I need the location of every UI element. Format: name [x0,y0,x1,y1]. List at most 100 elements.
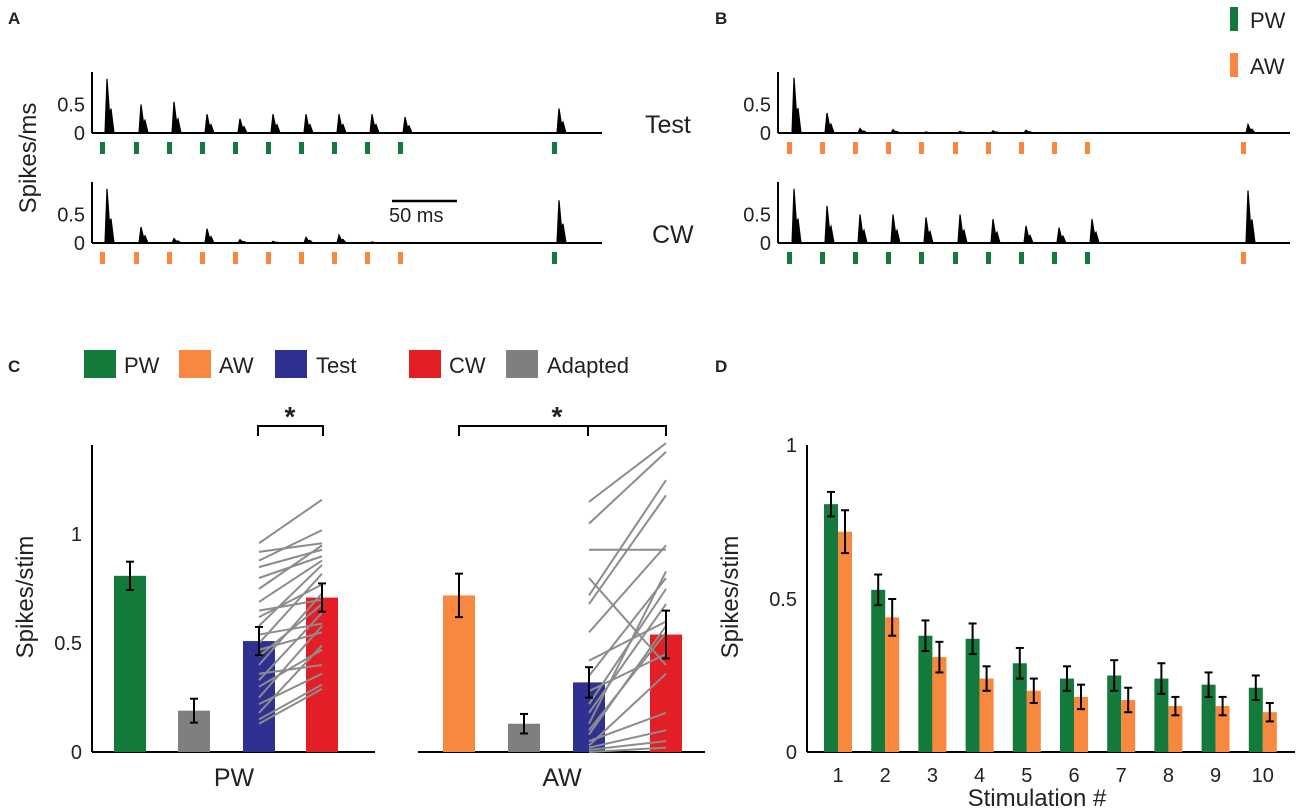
panel-a-psth: 0.500.50 [57,72,602,264]
panel-a-peak [402,241,413,244]
panel-d-error-bar [1110,659,1119,692]
panel-c-aw-group-label: AW [542,764,582,792]
panel-d-xtick-4: 4 [974,765,985,787]
panel-a-cw-label: CW [652,221,694,249]
panel-c-ytick-2: 1 [71,524,82,546]
panel-a-peak [171,101,182,134]
legend-c-adapted-swatch [506,350,538,378]
panel-a-stim-marker [299,142,304,154]
panel-d-error-bar [921,619,930,653]
panel-c-pair-line [258,498,323,545]
panel-d-xtick-7: 7 [1116,765,1127,787]
legend-pw-label: PW [1250,8,1286,33]
panel-a-stim-marker [134,142,139,154]
panel-b-stim-marker [1019,252,1024,264]
panel-b-stim-marker [1241,252,1246,264]
panel-b-peak [990,218,1001,244]
panel-c-letter: C [8,357,20,376]
panel-a-stim-marker [134,252,139,264]
panel-d-bar-pw-9 [1201,684,1216,752]
panel-a-stim-marker [266,142,271,154]
panel-c-pair-line [258,672,323,706]
panel-d-bar-pw-4 [965,638,980,752]
panel-d-bar-pw-6 [1060,678,1074,752]
panel-b-trace-2: 0.50 [743,182,1290,264]
legend-c-test-swatch [275,350,307,378]
panel-b-trace-1: 0.50 [743,72,1290,154]
panel-a-peak [237,118,248,134]
legend-aw-swatch [1230,53,1238,77]
panel-d-xtick-8: 8 [1163,765,1174,787]
panel-c-pair-line [258,559,323,603]
panel-a-stim-marker [167,142,172,154]
legend-c-aw-swatch [179,350,211,378]
panel-a-y-axis-title: Spikes/ms [15,103,42,214]
panel-c-aw-sig-bracket [458,425,667,436]
panel-b-stim-marker [986,142,991,154]
panel-b-stim-marker [886,142,891,154]
panel-b-stim-marker [919,252,924,264]
panel-a-ytick-0-2: 0 [74,233,85,255]
panel-c-error-bar [255,625,263,657]
panel-a-peak [204,114,215,134]
panel-d-ytick-1: 0.5 [769,589,797,611]
panel-c-pair-line [258,683,323,721]
panel-b-stim-marker [1085,142,1090,154]
panel-b-stim-marker [787,252,792,264]
panel-c-error-bar [455,572,463,619]
legend-c-cw-label: CW [449,353,486,378]
panel-d-xtick-6: 6 [1068,765,1079,787]
panel-d-error-bar [827,490,835,518]
panel-b-peak [923,217,934,244]
panel-a-ytick-05-1: 0.5 [57,95,85,117]
panel-d-xtick-9: 9 [1210,765,1221,787]
panel-a-peak [171,237,182,244]
panel-d-error-bar [841,509,849,555]
panel-c-legend: PW AW Test CW Adapted [84,350,629,378]
panel-d-error-bar [982,665,991,692]
panel-c-pair-line [588,479,667,596]
panel-c-pair-line [258,529,323,562]
panel-b-stim-marker [787,142,792,154]
panel-b-stim-marker [886,252,891,264]
panel-b-ytick-0-2: 0 [760,233,771,255]
panel-b-stim-marker [1052,252,1057,264]
panel-b-peak [923,131,934,134]
panel-b-peak [957,130,968,134]
panel-d-error-bar [1204,671,1213,698]
panel-a-peak [336,233,347,244]
panel-a-peak [402,116,413,134]
panel-b-peak [857,214,868,244]
panel-b-peak [1089,218,1100,244]
legend-aw-label: AW [1250,54,1285,79]
panel-b-peak [1056,227,1067,244]
panel-c-pair-line [588,451,667,525]
legend-c-adapted-label: Adapted [547,353,629,378]
panel-d-error-bar [1157,662,1166,695]
panel-a-stim-marker [200,252,205,264]
panel-a-test-label: Test [645,111,691,139]
panel-d-xtick-3: 3 [927,765,938,787]
panel-c-pair-line [258,648,323,688]
panel-d-error-bar [1124,686,1133,714]
panel-a-stim-marker [552,252,557,264]
panel-c-pair-line [588,577,667,666]
panel-a-stim-marker [233,142,238,154]
panel-d-y-axis-title: Spikes/stim [717,536,744,659]
panel-b-ytick-05-2: 0.5 [743,205,771,227]
panel-d-error-bar [874,573,883,607]
panel-d-error-bar [1251,674,1260,701]
panel-a-peak [104,78,115,134]
panel-b-peak [1056,131,1067,134]
panel-a-ytick-05-2: 0.5 [57,205,85,227]
panel-c-error-bar [190,697,198,724]
panel-b-peak [824,205,835,244]
panel-c-pair-line [258,542,323,553]
panel-c-error-bar [662,609,670,660]
panel-c-bar-pw-pw [114,575,146,752]
panel-c-pair-line [258,631,323,651]
panel-b-stim-marker [953,252,958,264]
panel-c-pw-group-label: PW [214,764,255,792]
panel-a-trace-1: 0.50 [57,72,602,154]
panel-a-stim-marker [200,142,205,154]
